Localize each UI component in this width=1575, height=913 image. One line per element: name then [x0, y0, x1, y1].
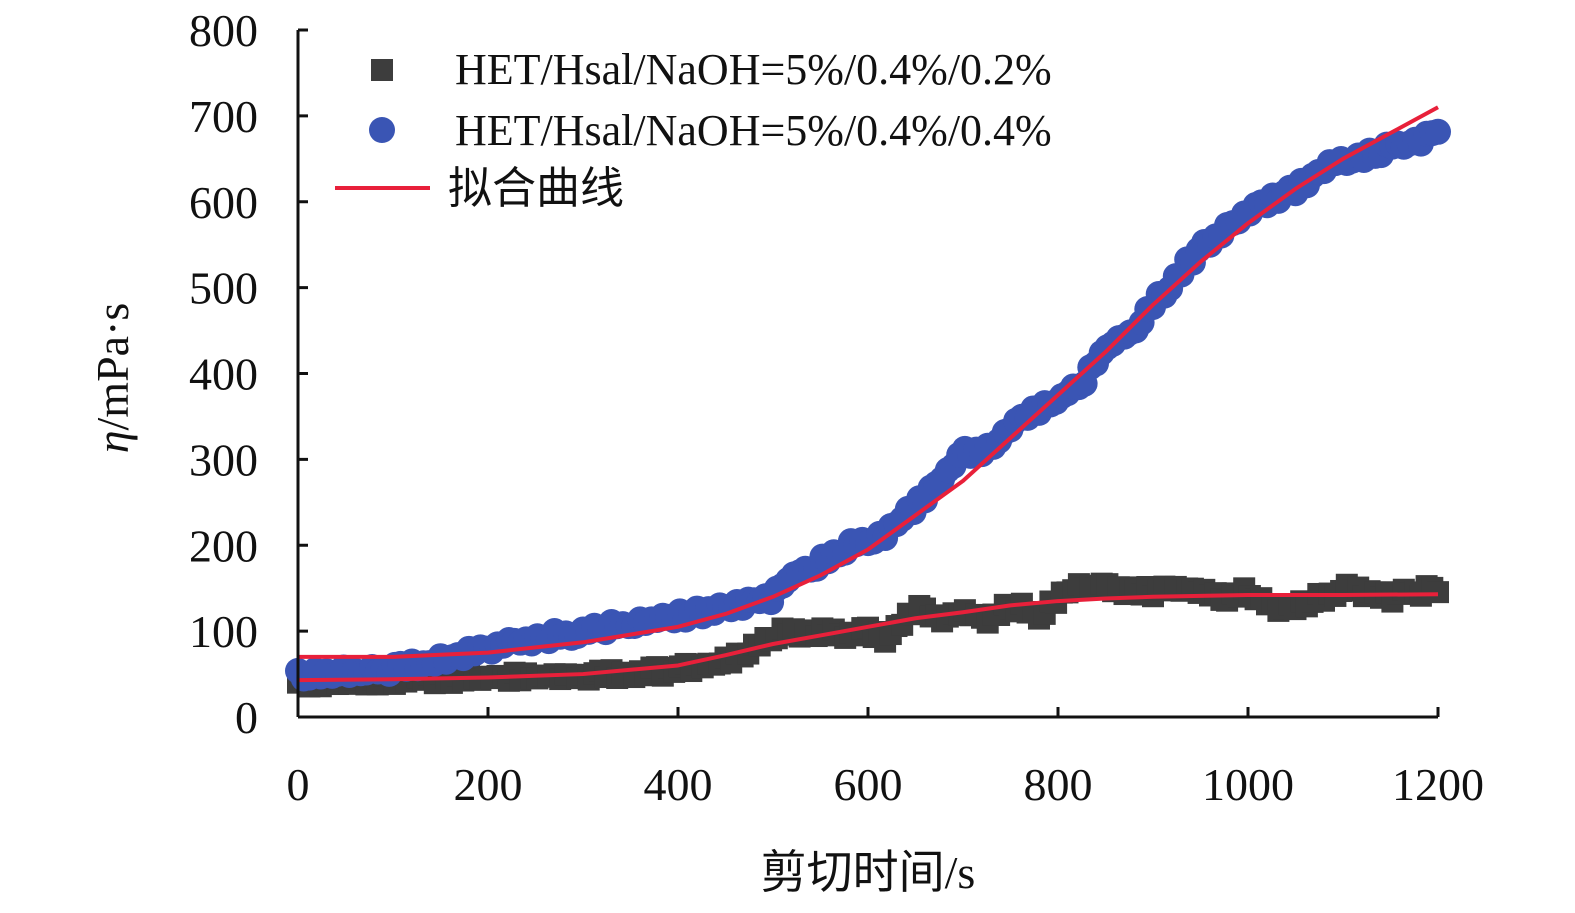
- ticks-layer: 0 200 400 600 800 1000 1200 0 100 200 300 400 500 600…: [189, 5, 1484, 810]
- y-tick-label: 800: [189, 5, 258, 56]
- y-axis-symbol: η: [87, 430, 138, 453]
- y-tick-label: 600: [189, 177, 258, 228]
- y-axis-title: η/mPa·s: [87, 303, 138, 454]
- y-tick-label: 700: [189, 91, 258, 142]
- x-tick-label: 0: [287, 759, 310, 810]
- y-axis-unit: /mPa·s: [87, 303, 138, 431]
- legend: HET/Hsal/NaOH=5%/0.4%/0.2% HET/Hsal/NaOH…: [335, 45, 1052, 213]
- x-tick-label: 1000: [1202, 759, 1294, 810]
- x-tick-label: 200: [454, 759, 523, 810]
- series-layer: [285, 105, 1451, 698]
- legend-marker-circle: [369, 117, 395, 143]
- data-point: [1425, 118, 1451, 145]
- legend-label-fit-curve: 拟合曲线: [448, 164, 624, 213]
- legend-label-series-2: HET/Hsal/NaOH=5%/0.4%/0.4%: [455, 106, 1052, 155]
- x-axis-title: 剪切时间/s: [761, 847, 976, 898]
- x-tick-label: 600: [834, 759, 903, 810]
- y-tick-label: 400: [189, 349, 258, 400]
- y-tick-label: 200: [189, 520, 258, 571]
- fit-curve-2: [297, 592, 1439, 683]
- y-tick-label: 0: [235, 692, 258, 743]
- legend-label-series-1: HET/Hsal/NaOH=5%/0.4%/0.2%: [455, 45, 1052, 94]
- data-point: [1427, 581, 1449, 604]
- x-tick-label: 400: [644, 759, 713, 810]
- x-tick-label: 800: [1024, 759, 1093, 810]
- y-tick-label: 300: [189, 434, 258, 485]
- x-tick-label: 1200: [1392, 759, 1484, 810]
- y-tick-label: 100: [189, 606, 258, 657]
- y-tick-label: 500: [189, 263, 258, 314]
- fit-curve-1: [298, 105, 1439, 659]
- legend-marker-square: [371, 59, 393, 81]
